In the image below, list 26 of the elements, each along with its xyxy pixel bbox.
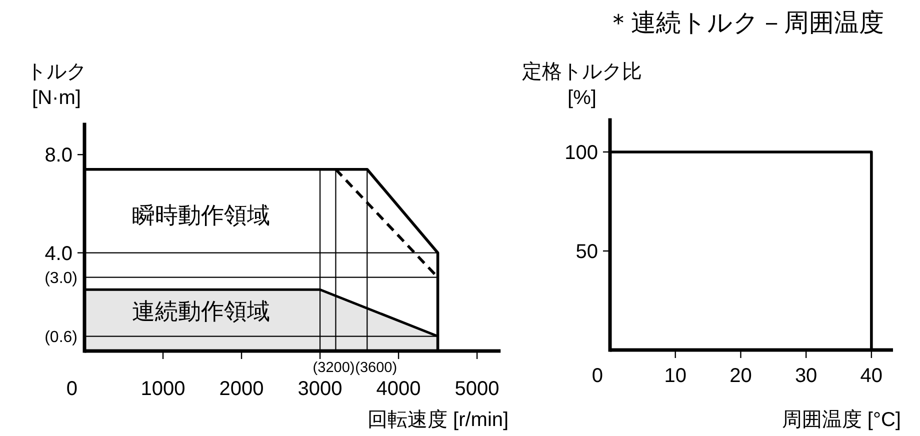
annotation: 瞬時動作領域 bbox=[132, 202, 270, 228]
y-tick-label: 50 bbox=[576, 240, 598, 263]
ref-line-label: (3200) bbox=[312, 360, 355, 376]
x-tick-label: 2000 bbox=[219, 378, 264, 400]
y-tick-label: 4.0 bbox=[44, 242, 72, 265]
x-tick-label: 0 bbox=[592, 365, 603, 387]
annotation: 連続動作領域 bbox=[132, 298, 270, 324]
x-tick-label: 30 bbox=[794, 365, 818, 387]
y-label: 定格トルク比 [%] bbox=[522, 61, 642, 109]
x-tick-label: 3000 bbox=[298, 378, 342, 400]
x-label: 周囲温度 [°C] bbox=[782, 409, 901, 431]
ref-line-label: (0.6) bbox=[44, 328, 78, 346]
title: ＊連続トルク－周囲温度 bbox=[606, 9, 884, 37]
x-tick-label: 0 bbox=[66, 378, 78, 400]
y-tick-label: 100 bbox=[564, 142, 598, 164]
y-tick-label: 8.0 bbox=[44, 144, 72, 167]
x-tick-label: 5000 bbox=[454, 378, 500, 400]
x-tick-label: 1000 bbox=[140, 378, 186, 400]
x-label: 回転速度 [r/min] bbox=[367, 409, 509, 431]
x-tick-label: 20 bbox=[730, 365, 752, 387]
x-tick-label: 40 bbox=[860, 365, 883, 387]
x-tick-label: 10 bbox=[664, 365, 686, 387]
x-tick-label: 4000 bbox=[376, 378, 421, 400]
y-label: トルク [N·m] bbox=[26, 61, 86, 109]
ref-line-label: (3.0) bbox=[44, 270, 78, 287]
ref-line-label: (3600) bbox=[355, 360, 398, 376]
